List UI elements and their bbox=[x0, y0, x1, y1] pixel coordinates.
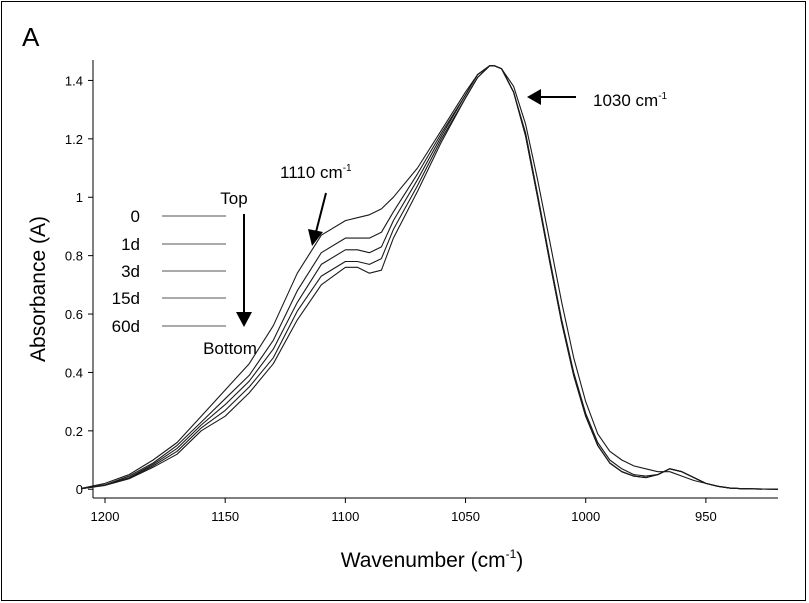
axes: 0 0.2 0.4 0.6 0.8 1 1.2 1.4 1200 1150 1100 1050 1000… bbox=[27, 60, 778, 572]
legend-label: 3d bbox=[121, 262, 140, 281]
legend-bottom-label: Bottom bbox=[203, 339, 257, 358]
x-tick-label: 950 bbox=[695, 509, 717, 524]
panel-label: A bbox=[22, 22, 40, 52]
x-tick-label: 1200 bbox=[91, 509, 120, 524]
peak-1030-label: 1030 cm-1 bbox=[593, 91, 668, 110]
x-tick-label: 1000 bbox=[571, 509, 600, 524]
series-line-3d bbox=[80, 65, 779, 490]
peak-1110-label: 1110 cm-1 bbox=[280, 163, 352, 182]
legend-label: 60d bbox=[112, 317, 140, 336]
series-layer bbox=[80, 65, 779, 490]
x-tick-label: 1050 bbox=[451, 509, 480, 524]
y-axis-label: Absorbance (A) bbox=[27, 216, 50, 362]
series-line-0 bbox=[80, 65, 779, 490]
y-tick-label: 1 bbox=[76, 190, 83, 205]
y-tick-label: 0.4 bbox=[65, 365, 83, 380]
x-tick-label: 1100 bbox=[331, 509, 359, 524]
x-tick-label: 1150 bbox=[211, 509, 239, 524]
legend-top-label: Top bbox=[220, 189, 247, 208]
x-axis-label: Wavenumber (cm-1) bbox=[341, 547, 524, 572]
y-tick-label: 1.2 bbox=[65, 132, 83, 147]
legend: 0 1d 3d 15d 60d Top Bottom bbox=[112, 189, 257, 358]
annotations: 1030 cm-1 1110 cm-1 bbox=[280, 89, 668, 246]
legend-arrow-head bbox=[236, 312, 252, 327]
legend-label: 1d bbox=[121, 235, 140, 254]
peak-1030-arrow-head bbox=[527, 89, 541, 105]
series-line-1d bbox=[80, 65, 779, 490]
y-tick-label: 0.6 bbox=[65, 307, 83, 322]
y-tick-label: 0 bbox=[76, 482, 83, 497]
legend-label: 15d bbox=[112, 289, 140, 308]
y-tick-label: 0.2 bbox=[65, 424, 83, 439]
y-tick-label: 0.8 bbox=[65, 249, 83, 264]
peak-1110-arrow-head bbox=[308, 229, 323, 246]
series-line-60d bbox=[80, 65, 779, 490]
y-tick-label: 1.4 bbox=[65, 73, 83, 88]
series-line-15d bbox=[80, 65, 779, 490]
peak-1110-arrow-shaft bbox=[315, 192, 327, 233]
legend-label: 0 bbox=[131, 207, 140, 226]
